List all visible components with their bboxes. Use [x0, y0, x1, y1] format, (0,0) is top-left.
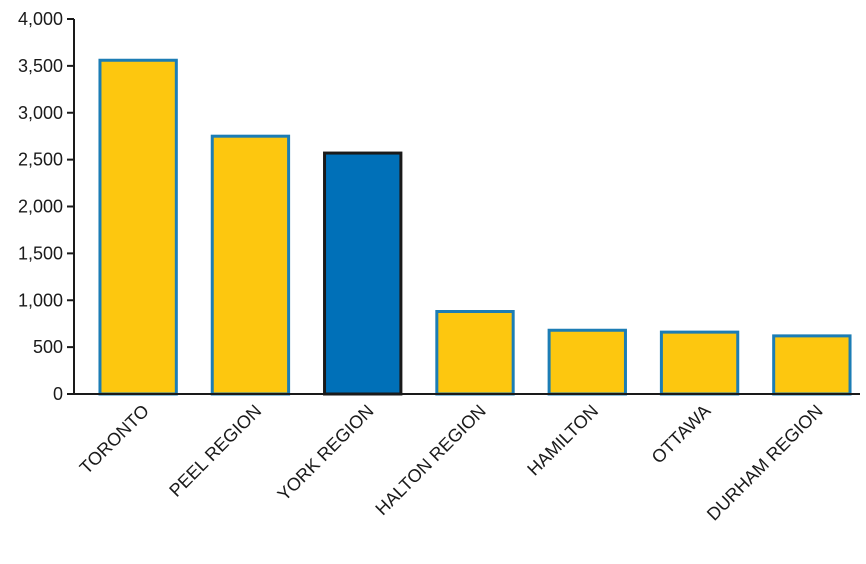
- bars: [98, 58, 852, 396]
- x-tick-label: TORONTO: [76, 401, 153, 478]
- y-tick-label: 500: [33, 337, 63, 357]
- y-tick-label: 2,500: [18, 150, 63, 170]
- bar-halton-region: [435, 310, 515, 396]
- x-tick-label: PEEL REGION: [165, 401, 265, 501]
- bar-toronto: [98, 58, 178, 396]
- y-tick-label: 3,500: [18, 56, 63, 76]
- y-tick-label: 1,500: [18, 243, 63, 263]
- x-tick-label: YORK REGION: [274, 401, 378, 505]
- x-tick-label: HAMILTON: [523, 401, 602, 480]
- x-tick-label: DURHAM REGION: [703, 401, 827, 525]
- bar-ottawa: [659, 330, 740, 396]
- y-tick-label: 4,000: [18, 9, 63, 29]
- y-tick-label: 0: [53, 384, 63, 404]
- y-tick-label: 2,000: [18, 197, 63, 217]
- y-tick-label: 3,000: [18, 103, 63, 123]
- bar-durham-region: [772, 334, 852, 396]
- bar-york-region: [323, 151, 403, 396]
- y-axis: 0 500 1,000 1,500 2,000 2,500 3,000 3,500 4,000: [18, 9, 75, 404]
- y-tick-label: 1,000: [18, 290, 63, 310]
- x-tick-label: OTTAWA: [648, 401, 715, 468]
- bar-hamilton: [547, 328, 627, 396]
- bar-peel-region: [210, 134, 291, 396]
- x-tick-label: HALTON REGION: [371, 401, 489, 519]
